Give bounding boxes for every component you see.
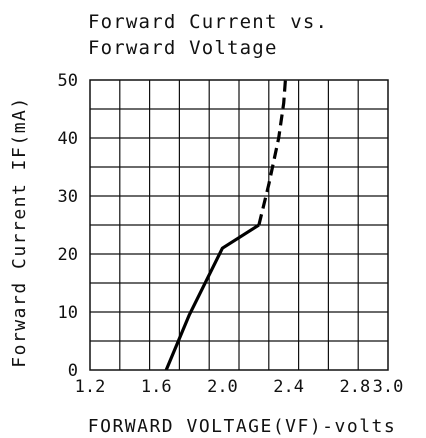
y-tick-label: 0 bbox=[68, 361, 78, 381]
x-tick-label: 2.8 bbox=[340, 377, 371, 397]
y-tick-label: 20 bbox=[58, 245, 78, 265]
y-tick-label: 10 bbox=[58, 303, 78, 323]
plot-frame bbox=[89, 79, 389, 371]
x-tick-label: 1.2 bbox=[75, 377, 106, 397]
chart-title-line-2: Forward Voltage bbox=[88, 37, 278, 59]
x-tick-labels: 1.2 1.6 2.0 2.4 2.8 3.0 bbox=[75, 377, 404, 397]
x-tick-label: 1.6 bbox=[141, 377, 172, 397]
x-tick-label: 2.0 bbox=[207, 377, 238, 397]
x-tick-label: 2.4 bbox=[273, 377, 304, 397]
series-group bbox=[164, 79, 287, 371]
y-tick-label: 50 bbox=[58, 71, 78, 91]
y-tick-labels: 0 10 20 30 40 50 bbox=[58, 71, 78, 381]
x-tick-label: 3.0 bbox=[373, 377, 404, 397]
chart-title-line-1: Forward Current vs. bbox=[88, 11, 328, 33]
y-tick-label: 40 bbox=[58, 129, 78, 149]
x-axis-label: FORWARD VOLTAGE(VF)-volts bbox=[88, 416, 396, 437]
y-axis-label: Forward Current IF(mA) bbox=[9, 96, 30, 367]
grid bbox=[90, 80, 388, 370]
series-line-dashed bbox=[257, 79, 287, 226]
series-line-solid bbox=[164, 223, 260, 371]
y-tick-label: 30 bbox=[58, 187, 78, 207]
